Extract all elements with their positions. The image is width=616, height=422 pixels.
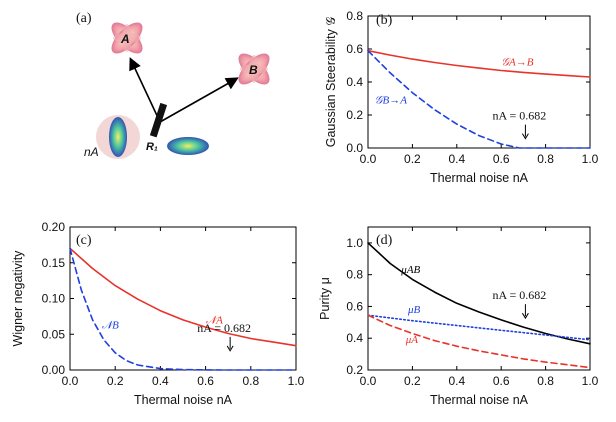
x-tick-label: 0.4 [152,374,169,388]
y-tick-label: 0.0 [346,141,363,155]
x-tick-label: 0.6 [493,374,510,388]
mode-a-label: A [120,32,130,46]
mode-a-wigner-icon [111,22,143,54]
y-tick-label: 0.05 [42,327,66,341]
series-line-1 [69,247,297,371]
series-label-2: μA [405,334,419,346]
y-axis-label: Wigner negativity [11,250,25,347]
x-tick-label: 0.8 [242,374,259,388]
threshold-annotation: nA = 0.682 [197,321,251,335]
y-tick-label: 0.10 [42,292,66,306]
y-tick-label: 0.6 [346,299,363,313]
threshold-arrow-head [521,133,529,140]
beam-splitter-label: R₁ [146,141,158,153]
x-tick-label: 0.2 [107,374,124,388]
series-label-0: 𝒢A→B [501,57,534,69]
series-label-1: 𝒢B→A [375,94,408,106]
panel-a-label: (a) [76,11,92,26]
y-axis-label: Purity μ [318,277,332,320]
y-tick-label: 0.4 [346,331,363,345]
series-label-1: 𝒩B [102,320,120,332]
plot-frame [367,226,591,371]
plot-frame [69,226,297,371]
x-tick-label: 1.0 [288,374,305,388]
mode-b-label: B [249,63,258,77]
y-tick-label: 0.4 [346,75,363,89]
x-tick-label: 0.8 [537,152,554,166]
threshold-annotation: nA = 0.682 [493,109,547,123]
y-tick-label: 0.8 [346,9,363,23]
chart-panel-b: 0.0 0.2 0.4 0.6 0.8 1.0 0.0 0.2 0.4 0.6 0.8 Thermal… [324,9,599,185]
chart-panel-c: 0.0 0.2 0.4 0.6 0.8 1.0 0.00 0.05 0.10 0.15 0.20 Th… [11,220,305,407]
x-axis-label: Thermal noise nA [430,393,529,407]
x-axis-label: Thermal noise nA [134,393,233,407]
squeezed-state-vertical-icon [109,117,127,157]
y-tick-label: 0.15 [42,256,66,270]
squeezed-state-horizontal-icon [167,137,209,155]
panel-label: (c) [76,233,92,248]
threshold-annotation: nA = 0.682 [493,288,547,302]
x-tick-label: 1.0 [582,374,599,388]
y-tick-label: 0.00 [42,363,66,377]
panel-label: (d) [376,233,393,248]
y-axis-label: Gaussian Steerability 𝒢 [324,17,338,148]
panel-label: (b) [376,13,393,28]
y-tick-label: 0.2 [346,108,363,122]
x-tick-label: 0.8 [537,374,554,388]
threshold-arrow-head [226,345,234,352]
x-tick-label: 1.0 [582,152,599,166]
x-tick-label: 0.2 [404,374,421,388]
series-line-0 [367,49,591,78]
x-tick-label: 0.4 [448,374,465,388]
series-label-0: 𝒩A [206,315,224,327]
beam-splitter-icon [149,102,168,138]
noise-label: nA [84,145,99,159]
y-tick-label: 0.6 [346,42,363,56]
threshold-arrow-head [521,312,529,320]
x-tick-label: 0.0 [62,374,79,388]
x-tick-label: 0.2 [404,152,421,166]
y-tick-label: 0.2 [346,363,363,377]
series-label-1: μB [407,304,421,316]
x-tick-label: 0.4 [448,152,465,166]
x-tick-label: 0.6 [493,152,510,166]
series-line-1 [367,49,591,149]
schematic-panel: (a) A B nA R₁ [76,11,270,159]
mode-b-wigner-icon [238,53,270,85]
y-tick-label: 0.8 [346,268,363,282]
series-line-2 [367,314,591,369]
x-axis-label: Thermal noise nA [430,171,529,185]
arrow-to-b [159,77,239,123]
arrow-to-a [129,57,161,123]
series-label-0: μAB [400,264,420,276]
x-tick-label: 0.0 [360,152,377,166]
x-tick-label: 0.0 [360,374,377,388]
y-tick-label: 1.0 [346,236,363,250]
y-tick-label: 0.20 [42,220,66,234]
series-line-0 [69,247,297,347]
series-line-1 [367,314,591,341]
x-tick-label: 0.6 [197,374,214,388]
chart-panel-d: 0.0 0.2 0.4 0.6 0.8 1.00.20.40.60.81.0Thermal… [318,226,599,407]
